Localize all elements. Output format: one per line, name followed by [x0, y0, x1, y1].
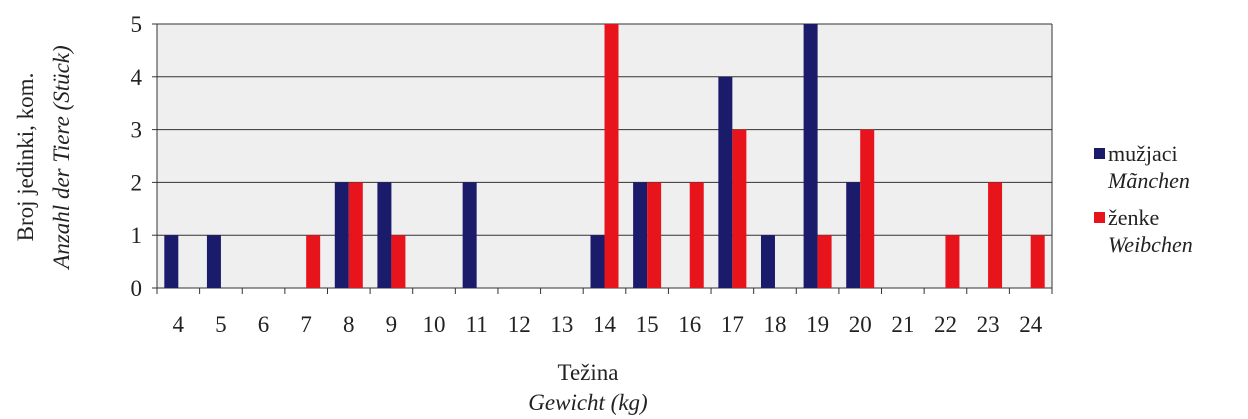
- bar-males: [718, 76, 733, 288]
- legend-sublabel-females: Weibchen: [1108, 232, 1193, 257]
- legend-item-females: ženke Weibchen: [1094, 204, 1193, 258]
- bar-females: [945, 235, 960, 288]
- x-tick-label: 6: [258, 312, 270, 337]
- bar-females: [817, 235, 832, 288]
- y-tick-label: 0: [131, 276, 143, 301]
- x-axis-title: Težina: [557, 360, 619, 385]
- x-tick-label: 4: [173, 312, 185, 337]
- x-tick-label: 5: [215, 312, 227, 337]
- bar-females: [860, 129, 875, 288]
- x-tick-label: 21: [891, 312, 914, 337]
- bar-females: [689, 182, 704, 288]
- y-axis-title: Broj jedinki, kom.: [13, 72, 38, 242]
- bar-females: [391, 235, 406, 288]
- x-tick-label: 18: [763, 312, 786, 337]
- x-axis-subtitle: Gewicht (kg): [528, 390, 648, 415]
- y-axis-subtitle: Anzahl der Tiere (Stück): [49, 45, 74, 269]
- bar-males: [334, 182, 349, 288]
- bar-females: [604, 24, 619, 288]
- bar-males: [633, 182, 648, 288]
- bar-males: [377, 182, 392, 288]
- x-tick-label: 19: [806, 312, 829, 337]
- y-tick-label: 3: [131, 118, 143, 143]
- x-tick-label: 8: [343, 312, 355, 337]
- bar-males: [760, 235, 775, 288]
- y-tick-label: 2: [131, 170, 143, 195]
- x-tick-label: 11: [466, 312, 488, 337]
- bar-females: [732, 129, 747, 288]
- x-tick-label: 14: [593, 312, 617, 337]
- x-tick-label: 7: [300, 312, 312, 337]
- bar-males: [846, 182, 861, 288]
- bar-males: [462, 182, 477, 288]
- x-tick-label: 22: [934, 312, 957, 337]
- x-tick-label: 12: [508, 312, 531, 337]
- bar-males: [590, 235, 605, 288]
- y-tick-label: 4: [131, 65, 143, 90]
- bar-males: [803, 24, 818, 288]
- x-tick-label: 15: [636, 312, 659, 337]
- x-tick-label: 24: [1019, 312, 1043, 337]
- legend-sublabel-males: Mãnchen: [1108, 168, 1190, 193]
- legend-label-males: mužjaci: [1108, 141, 1178, 166]
- x-tick-label: 10: [423, 312, 446, 337]
- legend-item-males: mužjaci Mãnchen: [1094, 140, 1190, 194]
- y-tick-label: 1: [131, 223, 143, 248]
- bar-females: [988, 182, 1003, 288]
- legend-swatch-females: [1094, 212, 1105, 223]
- y-tick-label: 5: [131, 12, 143, 37]
- bar-females: [1030, 235, 1045, 288]
- x-tick-label: 20: [849, 312, 872, 337]
- bar-females: [306, 235, 321, 288]
- x-tick-label: 23: [977, 312, 1000, 337]
- legend-swatch-males: [1094, 148, 1105, 159]
- x-tick-label: 16: [678, 312, 701, 337]
- bar-females: [647, 182, 662, 288]
- x-tick-label: 9: [386, 312, 398, 337]
- legend-label-females: ženke: [1108, 205, 1160, 230]
- x-tick-label: 13: [550, 312, 573, 337]
- x-tick-label: 17: [721, 312, 744, 337]
- bar-males: [164, 235, 179, 288]
- bar-females: [348, 182, 363, 288]
- bar-males: [206, 235, 221, 288]
